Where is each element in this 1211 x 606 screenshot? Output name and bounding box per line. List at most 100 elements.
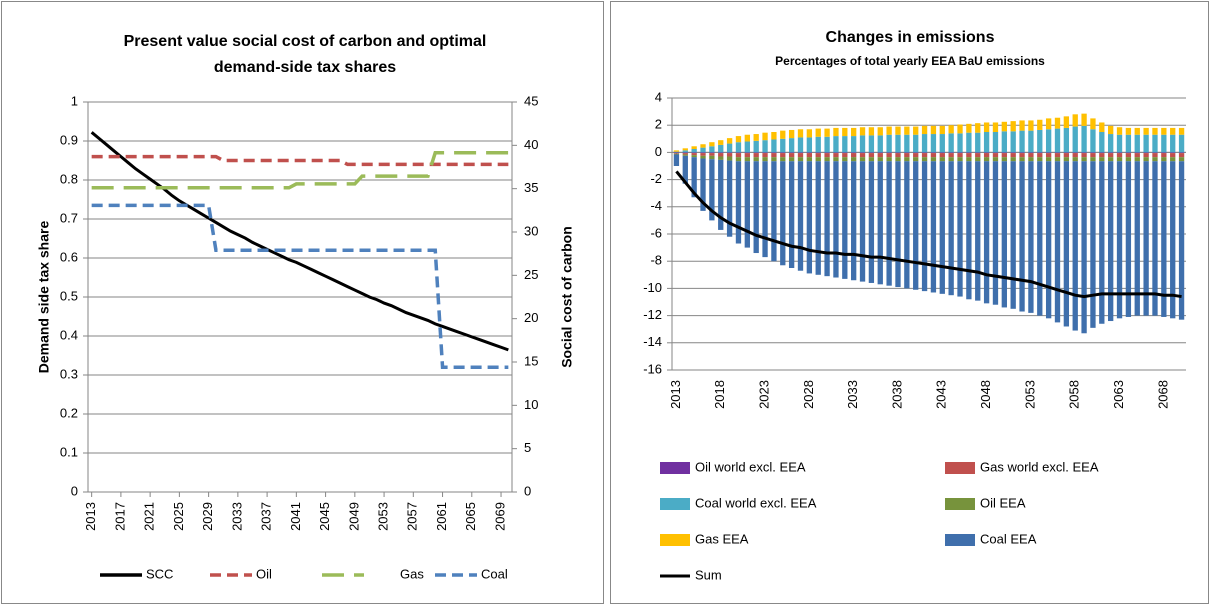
bar-segment [833,127,839,137]
bar-segment [992,152,999,154]
x-tick-label: 2033 [845,380,860,409]
bar-segment [992,132,999,153]
bar-segment [718,153,724,157]
bar-segment [771,153,777,158]
bar-segment [948,125,954,134]
bar-segment [1045,157,1052,162]
bar-segment [966,123,972,133]
bar-segment [700,155,706,159]
bar-segment [1001,157,1007,162]
legend-label: Gas [400,566,424,581]
bar-segment [771,157,777,162]
bar-segment [762,157,768,162]
bar-segment [895,153,901,158]
bar-segment [895,126,901,135]
bar-segment [1001,153,1007,158]
bar-segment [682,154,688,156]
bar-segment [1028,130,1034,153]
bar-segment [1116,127,1123,135]
bar-segment [744,157,750,162]
bar-segment [691,157,697,198]
bar-segment [771,132,777,140]
bar-segment [930,152,937,154]
bar-segment [1019,157,1025,162]
bar-segment [833,153,839,158]
bar-segment [1161,152,1167,154]
bar-segment [1099,122,1105,132]
bar-segment [948,133,954,153]
bar-segment [1143,161,1149,316]
bar-segment [913,161,919,290]
bar-segment [877,157,883,162]
bar-segment [1152,153,1158,158]
bar-segment [842,127,848,137]
y-tick-label: 1 [71,93,78,108]
bar-segment [833,136,839,153]
bar-segment [859,153,866,158]
y2-tick-label: 45 [524,93,538,108]
bar-segment [1054,128,1061,153]
legend-label: Gas EEA [695,531,749,546]
bar-segment [691,149,697,153]
bar-segment [735,161,742,244]
bar-segment [877,135,883,153]
y-tick-label: -12 [643,307,662,322]
bar-segment [948,153,954,158]
bar-segment [788,157,795,162]
legend-label: Coal EEA [980,531,1037,546]
bar-segment [939,134,945,153]
bar-segment [753,152,759,154]
y-axis-title: Demand side tax share [36,221,52,374]
bar-segment [718,140,724,145]
bar-segment [1001,121,1007,132]
bar-segment [1045,129,1052,153]
bar-segment [1081,157,1087,162]
y-tick-label: -6 [650,225,662,240]
bar-segment [851,127,857,137]
x-tick-label: 2038 [889,380,904,409]
bar-segment [1125,127,1132,135]
bar-segment [1108,161,1114,322]
data-line [91,154,509,167]
bar-segment [1161,127,1167,135]
x-tick-label: 2058 [1067,380,1082,409]
bar-segment [735,136,742,143]
bar-segment [1045,118,1052,130]
bar-segment [1161,134,1167,153]
chart-title: demand-side tax shares [214,59,396,76]
bar-segment [1108,125,1114,135]
legend-swatch [945,462,975,474]
bar-segment [842,157,848,162]
bar-segment [735,152,742,154]
bar-segment [904,161,910,289]
y-tick-label: 0.6 [60,249,78,264]
bar-segment [744,161,750,248]
bar-segment [1081,125,1087,153]
bar-segment [921,125,928,135]
y2-tick-label: 15 [524,353,538,368]
bar-segment [718,144,724,153]
bar-segment [1134,134,1140,153]
bar-segment [762,161,768,258]
bar-segment [1081,153,1087,158]
bar-segment [744,152,750,154]
bar-segment [1143,152,1149,154]
bar-segment [1125,153,1132,158]
bar-segment [1108,152,1114,154]
bar-segment [1161,153,1167,158]
x-tick-label: 2048 [978,380,993,409]
bar-segment [886,157,892,162]
bar-segment [1045,161,1052,319]
bar-segment [1152,152,1158,154]
y-tick-label: 0 [71,483,78,498]
bar-segment [1072,126,1078,153]
bar-segment [691,153,697,156]
bar-segment [913,152,919,154]
bar-segment [1010,153,1016,158]
bar-segment [700,144,706,148]
bar-segment [780,138,786,153]
bar-segment [682,150,688,153]
bar-segment [771,152,777,154]
bar-segment [726,138,733,144]
bar-segment [1010,157,1016,162]
